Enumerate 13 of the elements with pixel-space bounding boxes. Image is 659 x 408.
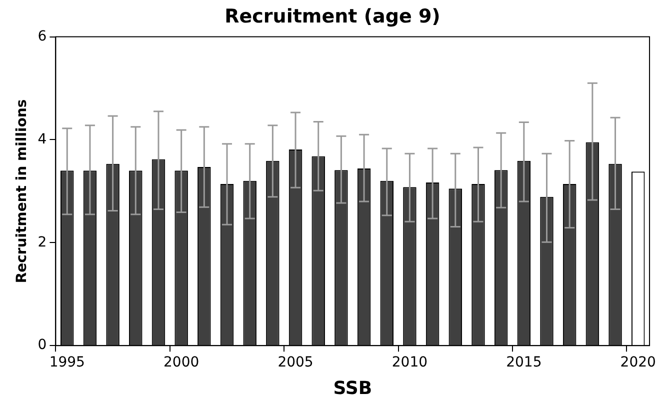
y-axis-title: Recruitment in millions [14,99,30,284]
x-tick-label: 1995 [49,354,85,371]
x-tick-label: 2000 [164,354,200,371]
x-tick-label: 2010 [392,354,428,371]
y-tick-label: 0 [38,337,47,354]
y-tick-label: 4 [38,131,47,148]
x-tick-label: 2020 [620,354,656,371]
x-tick-label: 2015 [506,354,542,371]
y-tick-label: 6 [38,28,47,44]
y-tick-label: 2 [38,234,47,250]
x-tick-label: 2005 [278,354,314,371]
chart-title: Recruitment (age 9) [224,5,440,28]
x-axis-title: SSB [333,378,372,399]
